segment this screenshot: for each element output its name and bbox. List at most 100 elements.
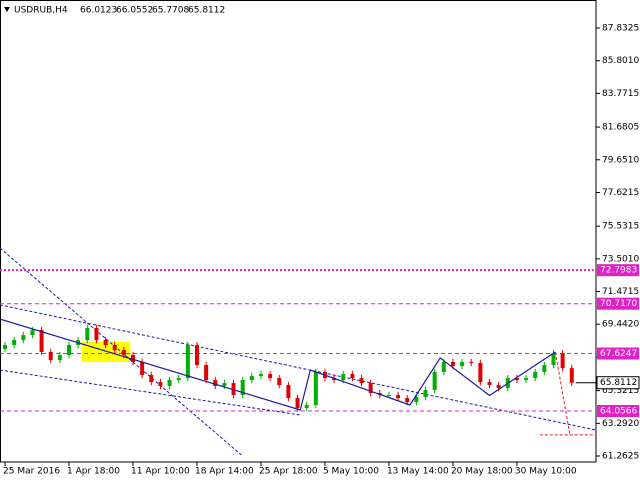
candle-body xyxy=(496,385,501,389)
candle-body xyxy=(85,327,90,341)
wave-line xyxy=(0,318,556,411)
candle-body xyxy=(112,345,117,351)
candle-body xyxy=(514,378,519,381)
candle-body xyxy=(240,380,245,395)
y-tick-label: 73.5010 xyxy=(602,254,639,264)
candle-body xyxy=(131,355,136,362)
y-tick-label: 61.2625 xyxy=(602,451,639,461)
candle-body xyxy=(542,365,547,372)
quote-close: 65.8112 xyxy=(188,6,225,16)
candle-body xyxy=(368,383,373,394)
candle-body xyxy=(524,378,529,381)
y-tick-label: 85.8010 xyxy=(602,56,639,66)
candle-body xyxy=(204,365,209,381)
candle-body xyxy=(3,345,8,350)
trendline xyxy=(0,304,597,431)
level-label: 72.7983 xyxy=(600,266,637,276)
y-tick-label: 79.6510 xyxy=(602,155,639,165)
candle-body xyxy=(414,397,419,403)
y-tick-label: 81.6805 xyxy=(602,123,639,133)
x-tick-label: 1 Apr 18:00 xyxy=(67,467,120,477)
candle-body xyxy=(213,380,218,386)
candle-body xyxy=(268,374,273,379)
y-tick-label: 63.2920 xyxy=(602,419,639,429)
candle-body xyxy=(295,398,300,409)
candle-body xyxy=(350,374,355,379)
x-tick-label: 13 May 14:00 xyxy=(387,467,449,477)
level-label-box xyxy=(597,297,639,310)
candle-body xyxy=(487,382,492,385)
candle-body xyxy=(359,378,364,384)
candle-body xyxy=(176,378,181,381)
y-tick-label: 71.4715 xyxy=(602,287,639,297)
candle-body xyxy=(569,368,574,383)
level-label: 67.6247 xyxy=(600,349,637,359)
candle-body xyxy=(396,394,401,399)
candle-body xyxy=(222,383,227,386)
plot-frame xyxy=(0,0,597,463)
candle-body xyxy=(386,394,391,396)
level-label-box xyxy=(597,347,639,360)
x-tick-label: 30 May 10:00 xyxy=(515,467,577,477)
x-tick-label: 11 Apr 10:00 xyxy=(131,467,190,477)
quote-low: 65.7708 xyxy=(152,6,189,16)
candle-body xyxy=(67,345,72,356)
trendline xyxy=(0,369,301,416)
candle-body xyxy=(450,361,455,366)
candle-body xyxy=(185,345,190,379)
candle-body xyxy=(231,383,236,395)
trendline xyxy=(554,351,571,436)
candle-body xyxy=(167,380,172,386)
candle-body xyxy=(341,374,346,381)
candle-body xyxy=(560,353,565,369)
candle-body xyxy=(48,351,53,361)
candle-body xyxy=(249,375,254,381)
candle-body xyxy=(194,345,199,366)
candle-body xyxy=(313,371,318,405)
candle-body xyxy=(533,371,538,379)
candle-body xyxy=(258,374,263,376)
x-tick-label: 18 Apr 14:00 xyxy=(195,467,254,477)
x-tick-label: 25 Mar 2016 xyxy=(3,467,60,477)
candle-body xyxy=(551,353,556,366)
candle-body xyxy=(121,350,126,356)
level-label: 65.8112 xyxy=(600,378,637,388)
candle-body xyxy=(478,362,483,383)
candle-body xyxy=(286,385,291,399)
candle-body xyxy=(441,361,446,372)
quote-open: 66.0123 xyxy=(80,6,117,16)
candle-body xyxy=(158,382,163,386)
candle-body xyxy=(57,355,62,361)
y-tick-label: 69.4420 xyxy=(602,320,639,330)
y-tick-label: 83.7715 xyxy=(602,89,639,99)
candle-body xyxy=(21,335,26,341)
candle-body xyxy=(405,398,410,403)
level-label: 64.0566 xyxy=(600,406,637,416)
candle-body xyxy=(432,371,437,390)
candle-body xyxy=(332,378,337,381)
candle-body xyxy=(149,375,154,383)
candle-body xyxy=(469,361,474,363)
candle-body xyxy=(39,330,44,352)
y-tick-label: 65.3215 xyxy=(602,386,639,396)
symbol: USDRUB,H4 xyxy=(14,6,68,16)
y-tick-label: 77.6215 xyxy=(602,188,639,198)
candle-body xyxy=(12,340,17,346)
level-label: 70.7170 xyxy=(600,299,637,309)
x-tick-label: 5 May 10:00 xyxy=(323,467,379,477)
trendline xyxy=(0,247,244,457)
x-tick-label: 25 Apr 18:00 xyxy=(259,467,318,477)
menu-icon xyxy=(4,7,10,12)
candle-body xyxy=(460,361,465,366)
level-label-box xyxy=(597,264,639,277)
x-tick-label: 20 May 18:00 xyxy=(451,467,513,477)
candle-body xyxy=(277,378,282,385)
candle-body xyxy=(103,340,108,346)
y-tick-label: 87.8325 xyxy=(602,23,639,33)
candle-body xyxy=(140,361,145,376)
level-label-box xyxy=(597,404,639,417)
candle-body xyxy=(423,389,428,398)
candle-body xyxy=(304,404,309,409)
level-label-box xyxy=(596,376,640,390)
